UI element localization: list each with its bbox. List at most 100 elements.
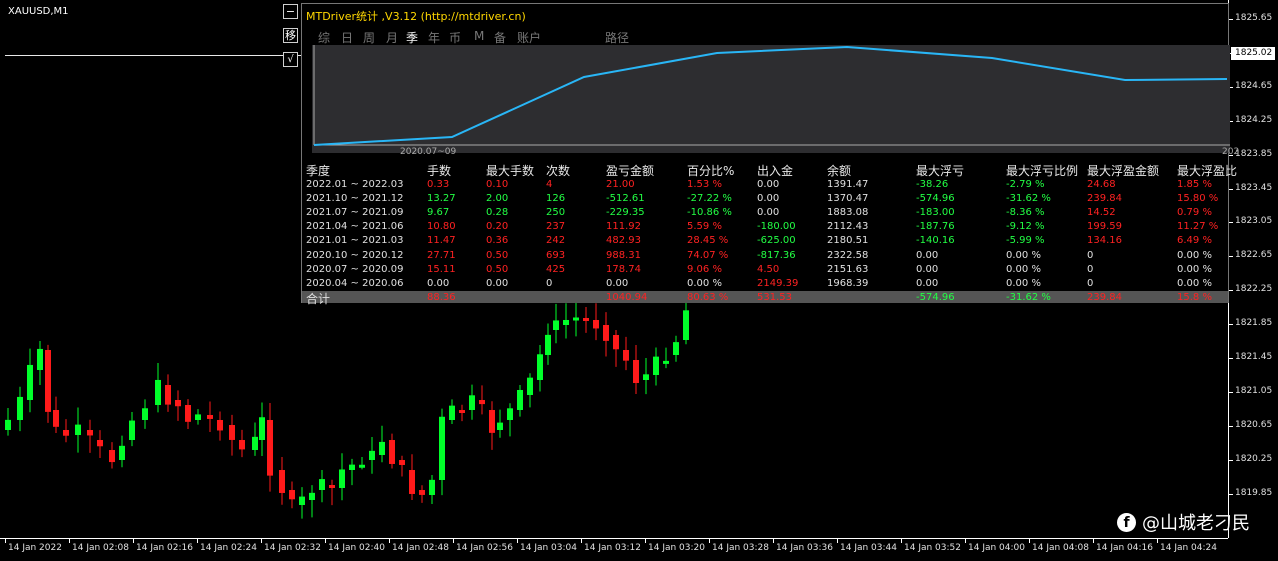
equity-line <box>313 45 1228 146</box>
time-tick <box>69 539 70 543</box>
candle-body <box>239 440 245 450</box>
candle-body <box>339 469 345 488</box>
table-cell: 2180.51 <box>827 235 869 247</box>
table-cell: 693 <box>546 249 566 261</box>
table-cell: -27.22 % <box>687 193 732 205</box>
tab-7[interactable]: M <box>474 29 485 43</box>
candle-body <box>53 410 59 427</box>
table-cell: 2322.58 <box>827 249 869 261</box>
move-button[interactable]: 移 <box>283 28 298 43</box>
price-label: 1821.45 <box>1235 352 1273 362</box>
table-cell: 21.00 <box>606 179 635 190</box>
price-label: 1819.85 <box>1235 487 1273 498</box>
minimize-button[interactable]: − <box>283 4 298 19</box>
time-label: 14 Jan 02:48 <box>392 543 449 553</box>
equity-end-date: 202 <box>1222 147 1240 157</box>
candle-body <box>279 470 285 493</box>
tab-5[interactable]: 年 <box>428 31 441 45</box>
table-cell: 0.10 <box>486 179 509 190</box>
candle-body <box>252 436 258 450</box>
tab-3[interactable]: 月 <box>386 31 399 45</box>
table-cell: 178.74 <box>606 263 641 275</box>
column-header: 最大浮盈比 <box>1177 164 1238 178</box>
table-cell: 242 <box>546 235 566 247</box>
candle-body <box>349 464 355 470</box>
price-tick <box>1229 222 1233 224</box>
price-label: 1822.65 <box>1235 250 1273 261</box>
time-label: 14 Jan 03:12 <box>584 543 641 553</box>
tab-2[interactable]: 周 <box>363 31 376 45</box>
check-button[interactable]: √ <box>283 52 298 67</box>
watermark: f @山城老刁民 <box>1117 509 1250 535</box>
candle-body <box>507 408 513 420</box>
horizontal-line[interactable] <box>5 55 301 56</box>
table-cell: 15.80 % <box>1177 193 1219 205</box>
time-tick <box>453 539 454 543</box>
time-label: 14 Jan 03:20 <box>648 543 705 553</box>
table-cell: -183.00 <box>916 207 955 219</box>
tab-0[interactable]: 综 <box>318 31 331 45</box>
table-cell: -8.36 % <box>1006 207 1045 219</box>
column-header: 手数 <box>427 164 452 178</box>
total-cell: 531.53 <box>757 292 792 303</box>
time-label: 14 Jan 02:40 <box>328 543 385 553</box>
time-label: 14 Jan 03:04 <box>520 543 577 553</box>
candle-body <box>479 400 485 405</box>
table-cell: 9.06 % <box>687 263 722 275</box>
candle-body <box>439 416 445 480</box>
candle-body <box>683 310 689 340</box>
table-cell: -187.76 <box>916 221 955 233</box>
price-label: 1823.05 <box>1235 216 1273 227</box>
tab-8[interactable]: 备 <box>494 31 507 45</box>
table-cell: 126 <box>546 193 566 205</box>
column-header: 余额 <box>827 164 852 178</box>
tab-4[interactable]: 季 <box>406 31 419 45</box>
total-cell: 1040.94 <box>606 292 648 303</box>
time-label: 14 Jan 03:44 <box>840 543 897 553</box>
price-tick <box>1229 324 1233 326</box>
time-tick <box>1157 539 1158 543</box>
price-label: 1820.65 <box>1235 419 1273 430</box>
candle-body <box>229 425 235 440</box>
candle-body <box>623 350 629 361</box>
table-cell: 2149.39 <box>757 277 799 289</box>
table-cell: 0.28 <box>486 207 509 219</box>
tab-10[interactable]: 路径 <box>605 31 630 45</box>
column-header: 季度 <box>306 164 331 178</box>
price-tick <box>1229 391 1233 393</box>
table-cell: 2020.04 ~ 2020.06 <box>306 277 404 289</box>
tab-9[interactable]: 账户 <box>517 31 542 45</box>
price-tick <box>1229 459 1233 461</box>
candle-body <box>653 356 659 375</box>
price-label: 1820.25 <box>1235 453 1273 464</box>
table-cell: 0.00 % <box>1006 249 1041 261</box>
table-cell: 0.00 <box>757 207 780 219</box>
tab-6[interactable]: 币 <box>449 31 462 45</box>
table-cell: 0.36 <box>486 235 509 247</box>
price-label: 1824.65 <box>1235 80 1273 91</box>
candle-body <box>369 450 375 460</box>
column-header: 百分比% <box>687 164 735 178</box>
column-header: 出入金 <box>757 164 794 178</box>
table-cell: 0.00 <box>757 179 780 190</box>
time-tick <box>709 539 710 543</box>
time-tick <box>325 539 326 543</box>
price-tick <box>1229 425 1233 427</box>
column-header: 最大手数 <box>486 164 535 178</box>
table-cell: 0.00 % <box>687 277 722 289</box>
candle-body <box>75 424 81 435</box>
time-label: 14 Jan 2022 <box>8 543 62 553</box>
candle-body <box>517 389 523 410</box>
table-cell: -10.86 % <box>687 207 732 219</box>
table-cell: 0 <box>1087 249 1094 261</box>
candle-body <box>449 405 455 420</box>
column-header: 盈亏金额 <box>606 164 655 178</box>
price-axis: 1825.65 1825.02 1824.65 1824.25 1823.85 1823.… <box>1228 0 1278 538</box>
tab-1[interactable]: 日 <box>341 31 354 45</box>
table-cell: -31.62 % <box>1006 193 1051 205</box>
candle-body <box>409 470 415 494</box>
candle-body <box>259 417 265 440</box>
candle-body <box>129 420 135 440</box>
table-cell: -229.35 <box>606 207 645 219</box>
table-cell: 15.11 <box>427 263 456 275</box>
